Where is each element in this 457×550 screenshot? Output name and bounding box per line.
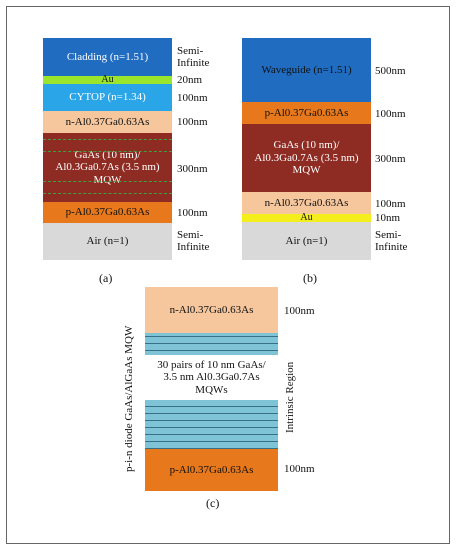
layer-mqw: GaAs (10 nm)/ Al0.3Ga0.7As (3.5 nm) MQW — [43, 133, 172, 202]
mqw-label: 30 pairs of 10 nm GaAs/ 3.5 nm Al0.3Ga0.… — [145, 355, 278, 400]
mqw-dash-line — [43, 139, 172, 140]
layer-au: Au — [242, 212, 371, 223]
layer-au: Au — [43, 74, 172, 85]
caption-c: (c) — [206, 496, 220, 510]
thickness-n-algaas: 100nm — [284, 305, 315, 317]
thickness-air: Semi- Infinite — [177, 229, 210, 254]
thickness-p-algaas: 100nm — [177, 207, 208, 219]
thickness-mqw: 300nm — [177, 163, 208, 175]
layer-cytop: CYTOP (n=1.34) — [43, 84, 172, 111]
thickness-waveguide: 500nm — [375, 65, 406, 77]
thickness-air: Semi- Infinite — [375, 229, 408, 254]
thickness-n-algaas: 100nm — [375, 198, 406, 210]
quantum-well-line — [145, 343, 278, 344]
quantum-well-line — [145, 336, 278, 337]
intrinsic-region-label: Intrinsic Region — [284, 361, 296, 433]
layer-n-algaas: n-Al0.37Ga0.63As — [43, 111, 172, 133]
layer-p-algaas: p-Al0.37Ga0.63As — [43, 202, 172, 223]
quantum-well-line — [145, 413, 278, 414]
quantum-well-line — [145, 448, 278, 449]
quantum-well-line — [145, 427, 278, 428]
quantum-well-line — [145, 434, 278, 435]
caption-b: (b) — [303, 271, 317, 285]
layer-mqw: GaAs (10 nm)/ Al0.3Ga0.7As (3.5 nm) MQW — [242, 124, 371, 192]
layer-waveguide: Waveguide (n=1.51) — [242, 38, 371, 102]
layer-cladding: Cladding (n=1.51) — [43, 38, 172, 76]
quantum-well-line — [145, 441, 278, 442]
mqw-dash-line — [43, 193, 172, 194]
layer-p-algaas: p-Al0.37Ga0.63As — [145, 449, 278, 491]
quantum-well-line — [145, 350, 278, 351]
layer-n-algaas: n-Al0.37Ga0.63As — [242, 192, 371, 214]
quantum-well-line — [145, 406, 278, 407]
thickness-mqw: 300nm — [375, 153, 406, 165]
side-label-pin-diode: p-i-n diode GaAs/AlGaAs MQW — [123, 325, 135, 472]
thickness-au: 10nm — [375, 212, 401, 224]
thickness-cytop: 100nm — [177, 92, 208, 104]
layer-air: Air (n=1) — [43, 223, 172, 260]
thickness-p-algaas: 100nm — [284, 463, 315, 475]
thickness-p-algaas: 100nm — [375, 108, 406, 120]
mqw-dash-line — [43, 181, 172, 182]
quantum-well-line — [145, 420, 278, 421]
layer-p-algaas: p-Al0.37Ga0.63As — [242, 102, 371, 124]
figure-frame — [6, 6, 450, 544]
layer-air: Air (n=1) — [242, 222, 371, 260]
thickness-au: 20nm — [177, 74, 203, 86]
mqw-dash-line — [43, 151, 172, 152]
layer-n-algaas: n-Al0.37Ga0.63As — [145, 287, 278, 333]
thickness-cladding: Semi- Infinite — [177, 45, 210, 70]
thickness-n-algaas: 100nm — [177, 116, 208, 128]
caption-a: (a) — [99, 271, 113, 285]
